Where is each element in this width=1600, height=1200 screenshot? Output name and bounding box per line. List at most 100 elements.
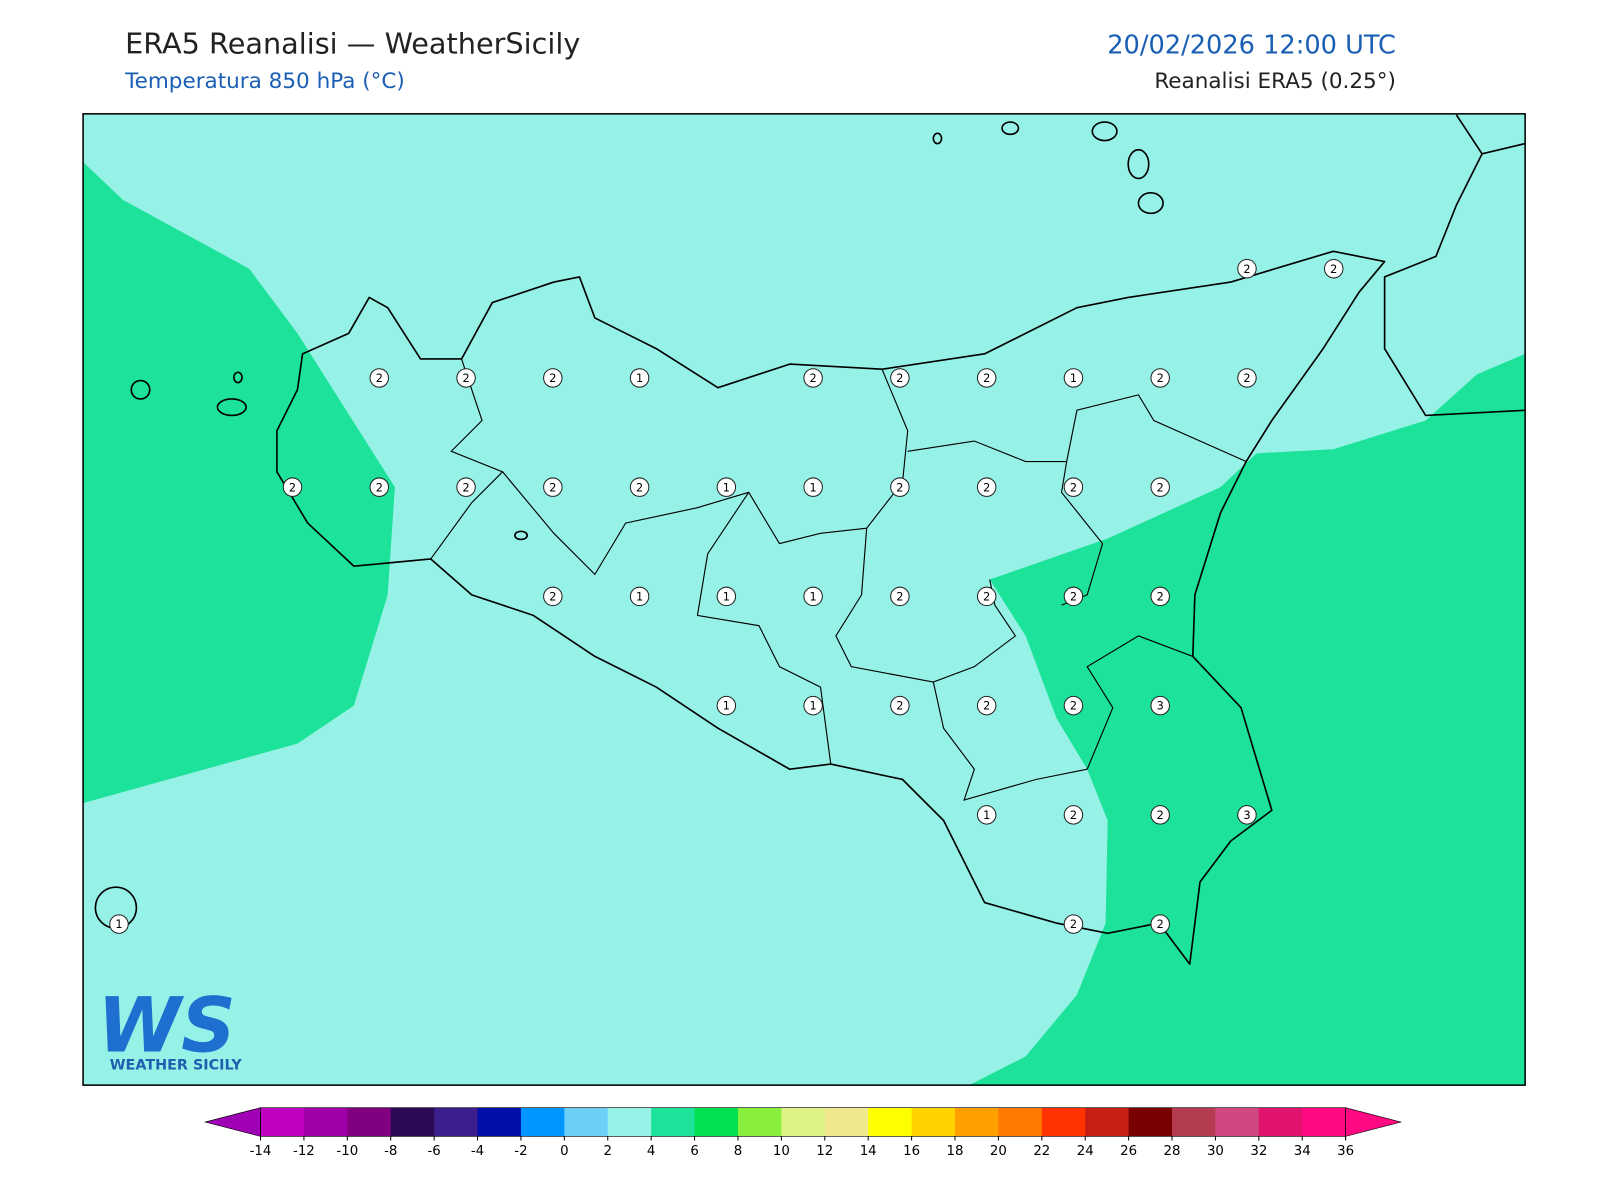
station-value: 1 [723,591,730,604]
station-value: 1 [810,591,817,604]
station-value: 2 [1157,481,1164,494]
colorbar: -14 -12 -10 -8 -6 -4 -2 0 2 4 6 8 10 12 14 16 18 20 22 24 26… [203,1107,1403,1159]
colorbar-tick-label: 28 [1164,1144,1181,1159]
colorbar-tick-label: 14 [860,1144,877,1159]
station-value: 2 [1243,372,1250,385]
station-marker [456,477,476,497]
station-value: 2 [1070,918,1077,931]
station-marker [1237,368,1257,388]
colorbar-segment [477,1107,522,1137]
station-marker [629,368,650,388]
colorbar-segment [651,1107,696,1137]
station-value: 2 [983,591,990,604]
station-marker [109,914,129,934]
station-value: 2 [289,481,296,494]
station-value: 2 [983,700,990,713]
colorbar-segment [1128,1107,1173,1137]
station-marker [1324,258,1344,279]
station-marker [629,586,650,607]
station-value: 2 [1070,481,1077,494]
station-value: 1 [636,372,643,385]
station-value: 2 [1070,700,1077,713]
station-marker [976,477,997,497]
colorbar-tick-label: -14 [250,1144,272,1159]
station-marker [1150,805,1170,825]
colorbar-tick-label: 16 [903,1144,920,1159]
station-marker [1063,368,1084,388]
subtitle: Temperatura 850 hPa (°C) [124,69,405,94]
station-value: 2 [1330,263,1337,276]
station-marker [1150,914,1170,934]
colorbar-segment [434,1107,479,1137]
colorbar-segment [1172,1107,1216,1137]
station-marker [716,586,737,607]
field-east [969,353,1526,1086]
station-value: 2 [983,481,990,494]
station-marker [890,368,910,388]
station-value: 3 [1243,809,1250,822]
colorbar-tick-label: 8 [734,1144,742,1159]
station-value: 2 [1157,372,1164,385]
station-marker [1063,477,1084,497]
colorbar-tick-label: 24 [1077,1144,1094,1159]
colorbar-tick-label: -8 [384,1144,397,1159]
colorbar-segment [1258,1107,1303,1137]
logo-mark: WS [97,981,235,1069]
station-value: 2 [1070,809,1077,822]
station-marker [890,477,910,497]
station-value: 2 [462,372,469,385]
station-marker [1063,914,1084,934]
station-marker [803,586,823,607]
station-marker [543,368,563,388]
sicily-coast [276,250,1386,965]
station-value: 2 [1157,918,1164,931]
station-marker [543,477,563,497]
colorbar-tick-label: 34 [1294,1144,1311,1159]
colorbar-tick-label: 36 [1337,1144,1354,1159]
station-value: 1 [723,700,730,713]
colorbar-tick-label: 6 [690,1144,698,1159]
station-value: 2 [983,372,990,385]
datetime: 20/02/2026 12:00 UTC [1107,30,1396,60]
colorbar-segment [998,1107,1043,1137]
colorbar-tick-label: 22 [1033,1144,1050,1159]
station-marker [543,586,563,607]
station-value: 2 [376,481,383,494]
colorbar-tick-label: 2 [604,1144,612,1159]
colorbar-segment [824,1107,869,1137]
station-marker [716,695,737,716]
station-value: 2 [376,372,383,385]
logo: WS WEATHER SICILY [97,981,242,1073]
station-marker [976,695,997,716]
station-value: 1 [810,700,817,713]
station-value: 3 [1157,700,1164,713]
station-value: 2 [896,372,903,385]
station-marker [890,586,910,607]
station-marker [369,477,390,497]
station-marker [1063,695,1084,716]
colorbar-tick-label: 4 [647,1144,655,1159]
station-marker [1237,805,1257,825]
colorbar-segment [1302,1107,1347,1137]
colorbar-segment [347,1107,392,1137]
station-value: 2 [896,700,903,713]
colorbar-tick-label: 0 [560,1144,568,1159]
colorbar-tick-label: -12 [293,1144,315,1159]
station-value: 2 [896,591,903,604]
station-value: 2 [549,481,556,494]
station-marker [976,805,997,825]
station-marker [456,368,476,388]
station-value: 1 [636,591,643,604]
station-marker [1063,586,1084,607]
station-value: 1 [1070,372,1077,385]
colorbar-segment [564,1107,609,1137]
station-value: 1 [115,918,122,931]
station-marker [890,695,910,716]
colorbar-segment [911,1107,956,1137]
station-marker [1063,805,1084,825]
station-marker [1150,368,1170,388]
colorbar-tick-label: 12 [816,1144,833,1159]
station-marker [369,368,390,388]
province-borders [430,358,1247,801]
